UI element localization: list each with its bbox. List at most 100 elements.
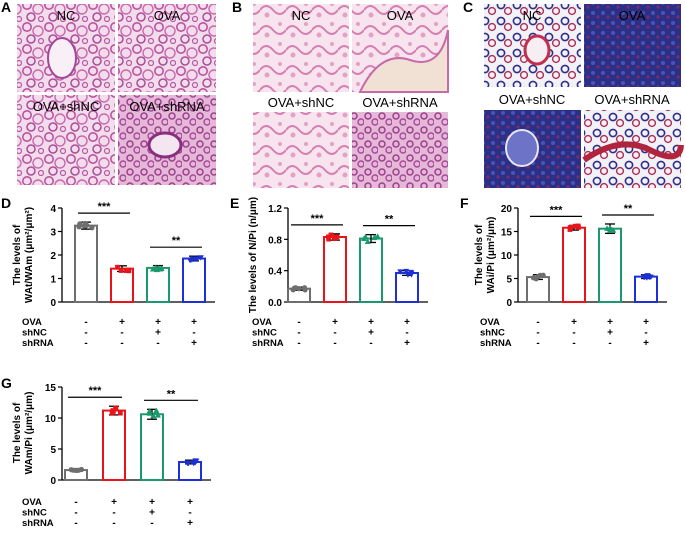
y-tick-label: 15 (501, 228, 513, 239)
airway-lumen (147, 131, 183, 159)
panel-letter-e: E (230, 195, 239, 211)
data-point (154, 412, 161, 418)
treatment-sign: - (608, 338, 611, 349)
y-tick-label: 5 (50, 445, 56, 456)
y-axis-label: The levels ofWAm/Pi (μm²/μm) (12, 392, 35, 475)
y-axis-label-line: The levels of (12, 224, 23, 285)
treatment-row-label: OVA (22, 317, 42, 328)
treatment-sign: - (333, 338, 336, 349)
data-point (152, 264, 159, 270)
treatment-sign: - (74, 497, 77, 508)
treatment-sign: - (192, 328, 195, 339)
treatment-sign: + (119, 317, 125, 328)
treatment-sign: - (74, 518, 77, 529)
y-axis-label-line: WAt/WAm (μm²/μm²) (24, 207, 35, 303)
treatment-sign: + (155, 317, 161, 328)
y-tick-label: 1 (50, 275, 56, 286)
y-axis-label-line: WAm/Pi (μm²/μm) (24, 392, 35, 475)
data-point (76, 467, 82, 473)
data-point (117, 410, 123, 416)
y-tick-label: 0.4 (268, 267, 282, 278)
treatment-sign: + (404, 338, 410, 349)
y-tick-label: 20 (501, 204, 513, 215)
micrograph-a-ova (118, 4, 216, 92)
data-point (610, 227, 617, 233)
treatment-row-label: shNC (480, 328, 505, 339)
data-point (361, 235, 368, 241)
treatment-sign: - (536, 317, 539, 328)
y-tick-label: 0 (506, 298, 512, 309)
treatment-row-label: shRNA (480, 338, 512, 349)
data-point (371, 234, 378, 241)
y-axis-label-line: WAi/Pi (μm²/μm) (486, 217, 497, 294)
y-axis-label: The levels of N/Pi (n/μm) (248, 197, 259, 313)
data-point (572, 223, 578, 229)
treatment-sign: - (405, 328, 408, 339)
treatment-sign: - (112, 508, 115, 519)
treatment-sign: + (111, 497, 117, 508)
y-axis-label: The levels ofWAi/Pi (μm²/μm) (474, 217, 497, 294)
treatment-row-label: OVA (480, 317, 500, 328)
micrograph-panel-a: NC OVA OVA+shNC OVA+shRNA (17, 4, 216, 185)
data-point (606, 225, 613, 232)
label-c-nc: NC (523, 8, 542, 23)
y-tick-label: 10 (501, 251, 513, 262)
data-point (296, 286, 302, 292)
data-point (184, 460, 191, 467)
y-tick-label: 5 (506, 275, 512, 286)
y-tick-label: 3 (50, 228, 56, 239)
y-axis-label-line: The levels of N/Pi (n/μm) (248, 197, 259, 313)
treatment-sign: - (84, 338, 87, 349)
data-point (326, 234, 331, 240)
data-point (408, 272, 415, 278)
bar (526, 276, 550, 303)
label-b-shnc: OVA+shNC (268, 95, 335, 110)
data-point (124, 268, 129, 273)
data-point (364, 238, 371, 244)
treatment-row-label: OVA (22, 497, 42, 508)
treatment-row-label: shNC (252, 328, 277, 339)
bar (146, 266, 170, 303)
micrograph-panel-b: NC OVA OVA+shNC OVA+shRNA (253, 4, 449, 188)
treatment-sign: - (297, 328, 300, 339)
data-point (150, 412, 157, 419)
data-point (193, 458, 200, 465)
micrograph-b-nc (253, 4, 349, 92)
panel-letter-f: F (460, 195, 469, 211)
data-point (644, 273, 651, 279)
y-tick-label: 2 (50, 251, 56, 262)
treatment-sign: - (644, 328, 647, 339)
treatment-sign: + (643, 338, 649, 349)
micrograph-panel-c: NC OVA OVA+shNC OVA+shRNA (484, 4, 684, 188)
significance-label: ** (385, 214, 394, 226)
data-point (397, 269, 404, 275)
y-tick-label: 4 (50, 204, 56, 215)
y-tick-label: 0.8 (268, 235, 282, 246)
data-point (126, 268, 132, 274)
data-point (533, 276, 539, 282)
bar (110, 267, 134, 304)
treatment-sign: - (188, 508, 191, 519)
micrograph-b-shnc (253, 112, 349, 188)
y-tick-label: 0 (50, 298, 56, 309)
treatment-sign: - (120, 338, 123, 349)
micrograph-a-shnc (17, 95, 115, 185)
treatment-sign: - (112, 518, 115, 529)
treatment-row-label: OVA (252, 317, 272, 328)
significance-label: *** (98, 201, 112, 213)
bar (323, 235, 347, 304)
bar (634, 275, 658, 303)
treatment-sign: + (187, 518, 193, 529)
treatment-sign: - (150, 518, 153, 529)
y-axis-label-line: The levels of (474, 224, 485, 285)
data-point (328, 232, 334, 238)
treatment-sign: - (572, 328, 575, 339)
treatment-sign: - (74, 508, 77, 519)
label-a-nc: NC (57, 8, 76, 23)
data-point (331, 234, 337, 240)
y-axis-label: The levels ofWAt/WAm (μm²/μm²) (12, 207, 35, 303)
panel-letter-d: D (1, 195, 11, 211)
